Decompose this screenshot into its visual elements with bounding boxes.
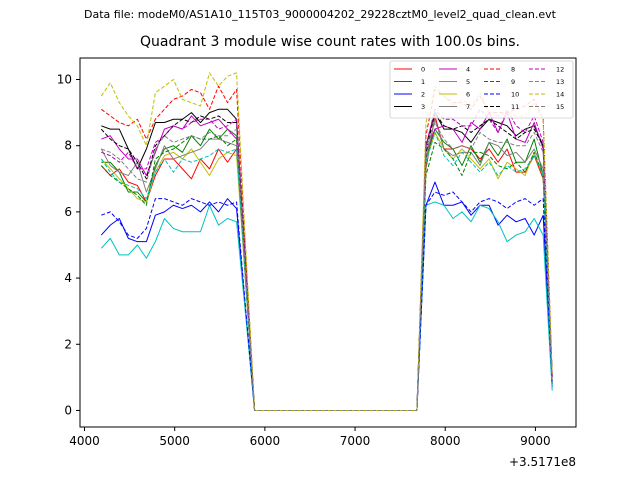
series-line-7 (100, 118, 553, 411)
legend-label-4: 4 (466, 66, 470, 74)
series-line-9 (100, 135, 553, 411)
series-line-1 (101, 128, 553, 411)
legend-label-15: 15 (556, 103, 564, 111)
legend-box (389, 60, 574, 119)
x-tick-label: 6000 (250, 434, 281, 448)
legend-label-11: 11 (511, 103, 519, 111)
series-line-10 (101, 191, 553, 411)
legend-label-0: 0 (421, 66, 425, 74)
y-tick-label: 6 (64, 205, 72, 219)
legend-label-5: 5 (466, 78, 470, 86)
legend-label-10: 10 (511, 91, 519, 99)
x-tick-label: 7000 (340, 434, 371, 448)
legend-label-13: 13 (556, 78, 564, 86)
series-line-6 (100, 131, 553, 411)
series-line-13 (100, 131, 553, 411)
x-offset-label: +3.5171e8 (509, 455, 576, 469)
legend-label-12: 12 (556, 66, 564, 74)
series-line-5 (100, 201, 553, 411)
legend-label-7: 7 (466, 103, 470, 111)
y-tick-label: 10 (57, 73, 72, 87)
x-axis: 4000 5000 6000 7000 8000 9000 (69, 427, 551, 448)
series-line-15 (101, 122, 553, 411)
x-tick-label: 8000 (430, 434, 461, 448)
x-tick-label: 4000 (69, 434, 100, 448)
y-tick-label: 0 (64, 403, 72, 417)
series-line-4 (101, 112, 553, 411)
legend-label-6: 6 (466, 91, 470, 99)
series-line-8 (100, 85, 553, 411)
legend-label-2: 2 (421, 91, 425, 99)
y-tick-label: 4 (64, 271, 72, 285)
legend-label-9: 9 (511, 78, 515, 86)
y-tick-label: 2 (64, 337, 72, 351)
legend-label-3: 3 (421, 103, 425, 111)
chart-title: Quadrant 3 module wise count rates with … (140, 34, 520, 50)
legend-label-14: 14 (556, 91, 564, 99)
figure-suptitle: Data file: modeM0/AS1A10_115T03_90000042… (84, 8, 556, 21)
series-layer (100, 72, 553, 411)
x-tick-label: 5000 (159, 434, 190, 448)
axes-frame (79, 57, 577, 428)
series-line-11 (100, 112, 553, 411)
y-axis: 0 2 4 6 8 10 (57, 73, 80, 417)
series-line-2 (100, 181, 553, 411)
x-tick-label: 9000 (520, 434, 551, 448)
y-tick-label: 8 (64, 139, 72, 153)
legend-label-8: 8 (511, 66, 515, 74)
legend-label-1: 1 (421, 78, 425, 86)
series-line-0 (100, 115, 553, 411)
